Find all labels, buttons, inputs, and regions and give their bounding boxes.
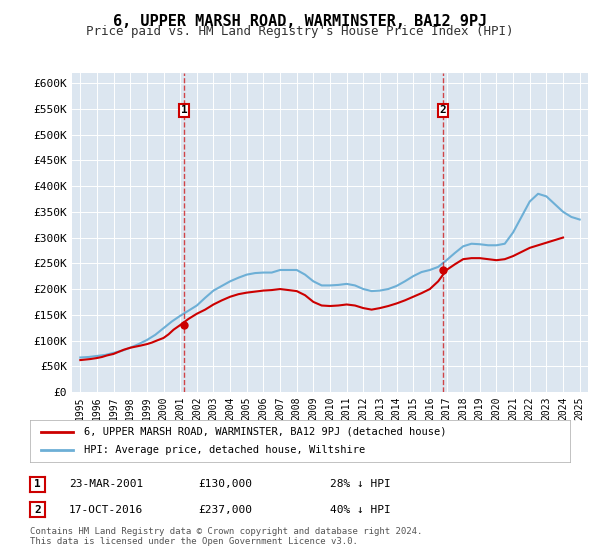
Text: 2: 2 [440, 105, 446, 115]
FancyBboxPatch shape [179, 104, 189, 117]
Text: 17-OCT-2016: 17-OCT-2016 [69, 505, 143, 515]
Text: £130,000: £130,000 [198, 479, 252, 489]
FancyBboxPatch shape [438, 104, 448, 117]
Text: 2: 2 [34, 505, 41, 515]
Text: 28% ↓ HPI: 28% ↓ HPI [330, 479, 391, 489]
Text: Price paid vs. HM Land Registry's House Price Index (HPI): Price paid vs. HM Land Registry's House … [86, 25, 514, 38]
Text: 1: 1 [181, 105, 187, 115]
Text: 6, UPPER MARSH ROAD, WARMINSTER, BA12 9PJ: 6, UPPER MARSH ROAD, WARMINSTER, BA12 9P… [113, 14, 487, 29]
Text: HPI: Average price, detached house, Wiltshire: HPI: Average price, detached house, Wilt… [84, 445, 365, 455]
Text: 40% ↓ HPI: 40% ↓ HPI [330, 505, 391, 515]
Text: 23-MAR-2001: 23-MAR-2001 [69, 479, 143, 489]
Text: 1: 1 [34, 479, 41, 489]
Text: £237,000: £237,000 [198, 505, 252, 515]
Text: Contains HM Land Registry data © Crown copyright and database right 2024.
This d: Contains HM Land Registry data © Crown c… [30, 526, 422, 546]
Text: 6, UPPER MARSH ROAD, WARMINSTER, BA12 9PJ (detached house): 6, UPPER MARSH ROAD, WARMINSTER, BA12 9P… [84, 427, 446, 437]
